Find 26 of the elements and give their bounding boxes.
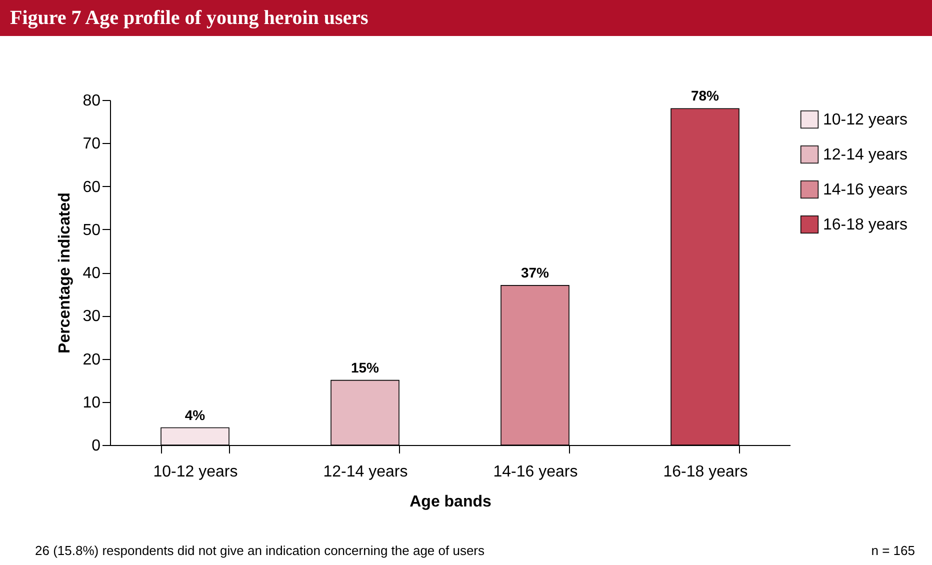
x-tick-label: 12-14 years [323,464,408,480]
y-tick-label: 40 [82,265,101,282]
legend-label: 12-14 years [823,146,908,164]
data-label: 37% [520,264,550,280]
chart-title: Figure 7 Age profile of young heroin users [10,7,369,29]
y-tick-label: 70 [82,136,101,153]
y-tick-label: 0 [92,438,101,454]
y-axis-title: Percentage indicated [56,192,74,354]
legend-label: 16-18 years [823,216,908,234]
text: n = 165 [871,543,915,558]
x-axis-title: Age bands [410,494,492,510]
text: 26 (15.8%) respondents did not give an indication concerning the age of users [35,543,486,558]
x-tick-label: 16-18 years [663,464,748,480]
y-tick-label: 20 [82,351,101,368]
data-label: 4% [184,406,206,423]
y-tick-label: 80 [82,92,101,110]
data-label: 15% [350,359,380,376]
y-tick-label: 10 [82,394,101,412]
y-tick-label: 60 [82,178,101,196]
y-tick-label: 30 [82,308,101,326]
y-tick-label: 50 [82,222,101,239]
legend-label: 10-12 years [823,112,908,128]
data-label: 78% [690,88,720,104]
x-tick-label: 10-12 years [153,464,238,480]
legend-label: 14-16 years [823,182,908,198]
x-tick-label: 14-16 years [493,464,578,480]
